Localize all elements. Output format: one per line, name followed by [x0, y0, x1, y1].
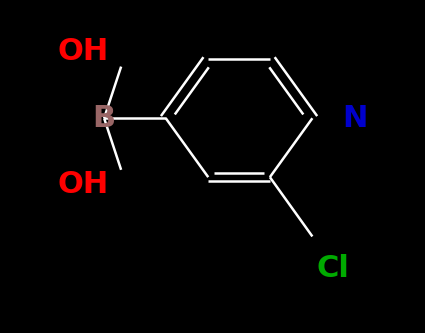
- Text: Cl: Cl: [317, 253, 349, 283]
- Text: N: N: [342, 104, 368, 133]
- Text: OH: OH: [57, 170, 109, 199]
- Text: B: B: [93, 104, 116, 133]
- Text: OH: OH: [57, 37, 109, 66]
